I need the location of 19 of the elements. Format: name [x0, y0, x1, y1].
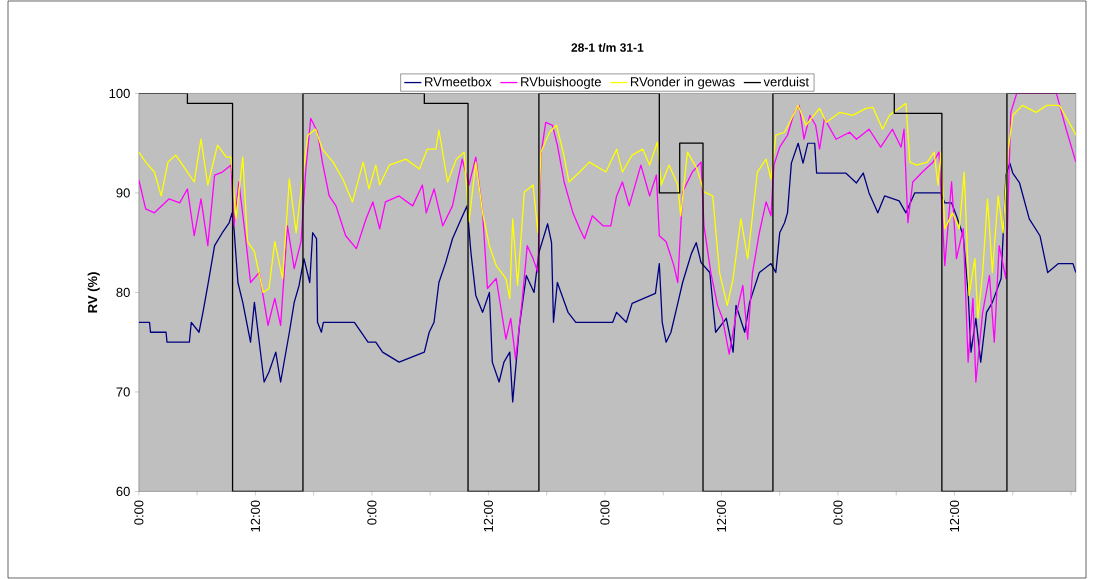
- x-tick-label: 0:00: [367, 500, 377, 525]
- legend-label: RVonder in gewas: [630, 76, 735, 89]
- chart-title: 28-1 t/m 31-1: [571, 42, 644, 52]
- x-tick-label: 0:00: [600, 500, 610, 525]
- y-tick-label: 70: [116, 387, 130, 397]
- x-tick-label: 12:00: [716, 500, 727, 532]
- y-axis-title: RV (%): [87, 272, 100, 313]
- x-tick-label: 0:00: [134, 500, 144, 525]
- x-tick-label: 12:00: [949, 500, 960, 532]
- y-tick-label: 60: [116, 486, 130, 497]
- y-tick-label: 80: [116, 287, 130, 298]
- legend-label: RVbuishoogte: [521, 76, 601, 89]
- legend-label: verduist: [763, 76, 809, 87]
- y-tick-label: 100: [109, 88, 130, 99]
- legend-label: RVmeetbox: [425, 76, 492, 87]
- x-tick-label: 12:00: [483, 500, 494, 532]
- x-tick-label: 0:00: [833, 500, 843, 525]
- y-tick-label: 90: [116, 188, 130, 198]
- x-tick-label: 12:00: [250, 500, 260, 532]
